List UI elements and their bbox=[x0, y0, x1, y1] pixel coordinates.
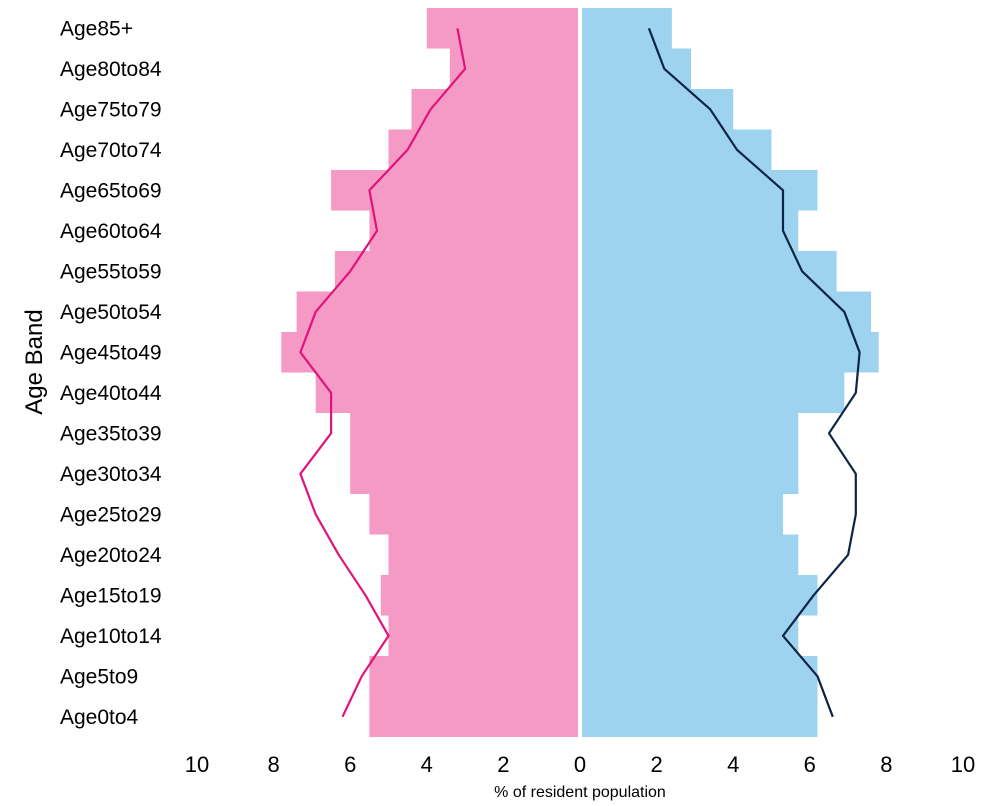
right-bar-age15to19 bbox=[582, 575, 818, 616]
right-bar-age75to79 bbox=[582, 89, 734, 130]
x-tick-label: 4 bbox=[421, 752, 433, 777]
left-bar-age65to69 bbox=[331, 170, 578, 211]
left-bar-age60to64 bbox=[369, 210, 578, 251]
right-bar-age80to84 bbox=[582, 48, 692, 89]
left-bar-age85plus bbox=[426, 8, 578, 49]
x-axis-title: % of resident population bbox=[494, 784, 666, 801]
category-label: Age85+ bbox=[60, 17, 133, 40]
left-bar-age40to44 bbox=[315, 372, 578, 413]
right-bar-age55to59 bbox=[582, 251, 837, 292]
right-bar-age40to44 bbox=[582, 372, 845, 413]
category-label: Age5to9 bbox=[60, 665, 138, 688]
category-label: Age65to69 bbox=[60, 179, 162, 202]
category-label: Age25to29 bbox=[60, 503, 162, 526]
category-label: Age0to4 bbox=[60, 706, 139, 729]
category-label: Age60to64 bbox=[60, 220, 162, 243]
category-label: Age20to24 bbox=[60, 544, 162, 567]
right-bar-age10to14 bbox=[582, 615, 799, 656]
category-label: Age55to59 bbox=[60, 260, 162, 283]
left-bar-age5to9 bbox=[369, 656, 578, 697]
left-bar-age35to39 bbox=[350, 413, 578, 454]
category-label: Age15to19 bbox=[60, 584, 162, 607]
left-bar-age80to84 bbox=[449, 48, 578, 89]
right-bar-age35to39 bbox=[582, 413, 799, 454]
y-axis-title: Age Band bbox=[21, 309, 48, 414]
category-label: Age30to34 bbox=[60, 463, 162, 486]
x-tick-label: 10 bbox=[185, 752, 209, 777]
left-bar-age15to19 bbox=[380, 575, 578, 616]
left-comparison-line bbox=[299, 28, 467, 718]
x-tick-label: 10 bbox=[951, 752, 975, 777]
category-label: Age10to14 bbox=[60, 625, 162, 648]
x-tick-label: 8 bbox=[880, 752, 892, 777]
category-label: Age40to44 bbox=[60, 382, 162, 405]
right-bar-age85plus bbox=[582, 8, 672, 49]
right-bar-age25to29 bbox=[582, 494, 783, 535]
left-bar-age0to4 bbox=[369, 696, 578, 737]
category-labels: Age0to4 Age5to9 Age10to14 Age15to19 Age20to2… bbox=[60, 17, 162, 729]
x-tick-label: 2 bbox=[497, 752, 509, 777]
lines-layer bbox=[299, 27, 861, 718]
x-tick-label: 2 bbox=[650, 752, 662, 777]
x-tick-label: 0 bbox=[574, 752, 586, 777]
bars-layer bbox=[281, 8, 879, 737]
left-bar-age45to49 bbox=[281, 332, 578, 373]
left-bar-age50to54 bbox=[296, 291, 578, 332]
left-bar-age70to74 bbox=[388, 129, 578, 170]
right-bar-age20to24 bbox=[582, 534, 799, 575]
category-label: Age50to54 bbox=[60, 301, 162, 324]
right-bar-age5to9 bbox=[582, 656, 818, 697]
left-bar-age30to34 bbox=[350, 453, 578, 494]
right-bar-age70to74 bbox=[582, 129, 772, 170]
x-tick-label: 6 bbox=[344, 752, 356, 777]
category-label: Age45to49 bbox=[60, 341, 162, 364]
category-label: Age75to79 bbox=[60, 98, 162, 121]
left-bar-age55to59 bbox=[334, 251, 578, 292]
category-label: Age35to39 bbox=[60, 422, 162, 445]
left-bar-age75to79 bbox=[411, 89, 578, 130]
category-label: Age70to74 bbox=[60, 139, 162, 162]
right-comparison-line bbox=[647, 27, 861, 718]
right-bar-age45to49 bbox=[582, 332, 879, 373]
right-bar-age30to34 bbox=[582, 453, 799, 494]
x-tick-labels: 10 8 6 4 2 0 2 4 6 8 10 bbox=[185, 752, 975, 777]
category-label: Age80to84 bbox=[60, 58, 162, 81]
left-bar-age25to29 bbox=[369, 494, 578, 535]
right-bar-age65to69 bbox=[582, 170, 818, 211]
x-tick-label: 4 bbox=[727, 752, 739, 777]
right-bar-age60to64 bbox=[582, 210, 799, 251]
right-bar-age0to4 bbox=[582, 696, 818, 737]
left-bar-age20to24 bbox=[388, 534, 578, 575]
x-tick-label: 8 bbox=[267, 752, 279, 777]
x-tick-label: 6 bbox=[804, 752, 816, 777]
right-bar-age50to54 bbox=[582, 291, 872, 332]
left-bar-age10to14 bbox=[388, 615, 578, 656]
